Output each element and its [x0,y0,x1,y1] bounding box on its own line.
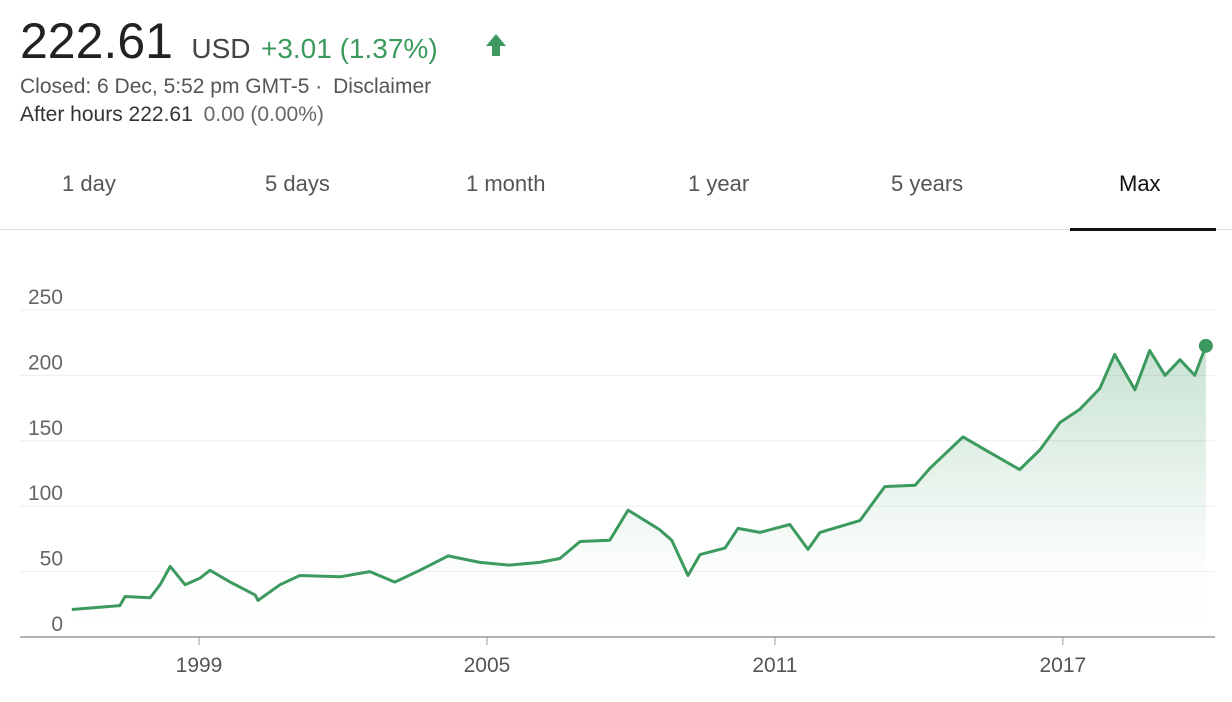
tab[interactable]: 1 year [688,171,749,196]
x-tick-label: 2005 [464,654,511,677]
area [71,345,1206,637]
price-line: 222.61 USD +3.01 (1.37%) [20,13,438,69]
currency: USD [191,33,250,64]
after-hours-line: After hours 222.61 0.00 (0.00%) [20,103,324,126]
y-tick-label: 100 [28,482,63,505]
disclaimer-link[interactable]: Disclaimer [333,75,431,98]
tab[interactable]: 1 month [466,171,546,196]
y-tick-label: 0 [51,613,63,636]
tab-bar: 1 day 5 days 1 month 1 year 5 years Max [62,171,1216,231]
closed-line: Closed: 6 Dec, 5:52 pm GMT-5 · Disclaime… [20,75,431,98]
y-tick-label: 50 [40,548,63,571]
y-tick-label: 200 [28,351,63,374]
tab[interactable]: Max [1119,171,1161,196]
tab-underline [1070,228,1216,231]
x-tick-label: 2017 [1040,654,1087,677]
tab[interactable]: 5 days [265,171,330,196]
tab[interactable]: 5 years [891,171,963,196]
x-tick-label: 1999 [176,654,223,677]
tab[interactable]: 1 day [62,171,116,196]
y-tick-label: 250 [28,286,63,309]
after-hours-change: 0.00 (0.00%) [204,103,324,126]
end-dot [1198,338,1213,353]
plot: 0 50 100 150 200 250 1999 2005 2011 2017 [20,286,1215,677]
y-tick-label: 150 [28,417,63,440]
price: 222.61 [20,13,173,69]
price-line [71,345,1208,611]
x-tick-label: 2011 [752,654,797,677]
closed: Closed: 6 Dec, 5:52 pm GMT-5 · [20,75,322,98]
up-arrow [486,34,506,56]
after-hours: After hours 222.61 [20,103,193,126]
change: +3.01 (1.37%) [261,33,438,64]
